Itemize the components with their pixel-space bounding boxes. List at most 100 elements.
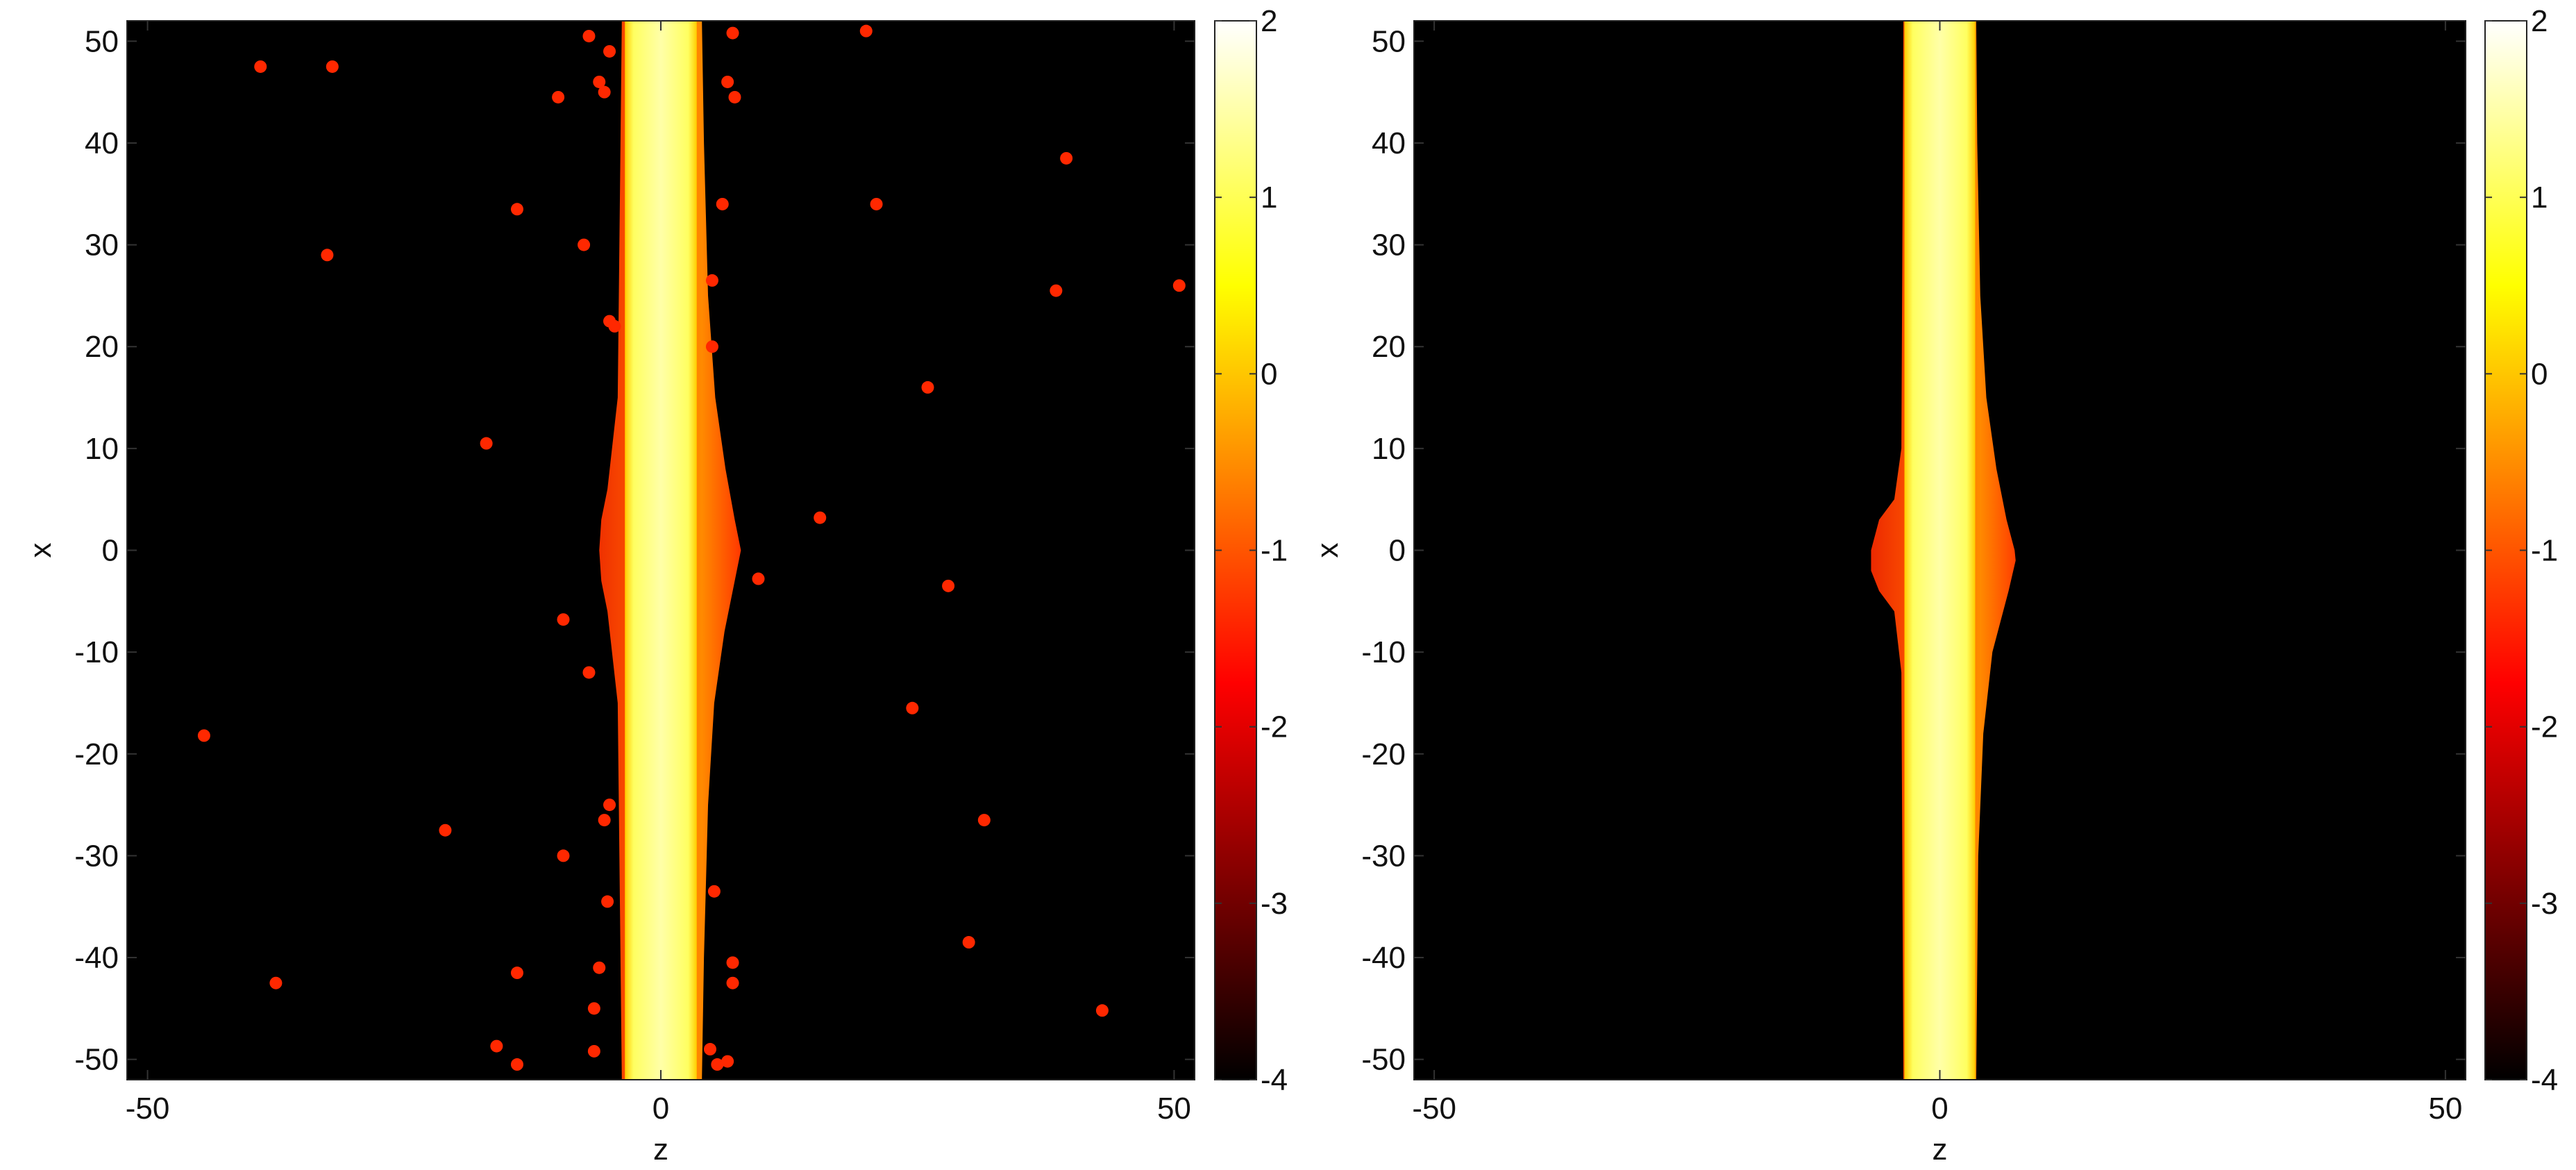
scatter-point bbox=[859, 24, 873, 37]
x-tick-label: 0 bbox=[653, 1092, 669, 1126]
colorbar-tick-label: -4 bbox=[1261, 1063, 1288, 1097]
colorbar-tick-label: -3 bbox=[1261, 887, 1288, 921]
scatter-point bbox=[726, 26, 739, 40]
scatter-point bbox=[439, 824, 452, 837]
x-tick-label: 50 bbox=[1157, 1092, 1191, 1126]
y-tick-label: -30 bbox=[1361, 839, 1406, 873]
scatter-point bbox=[721, 75, 734, 88]
left-x-axis-label: z bbox=[653, 1133, 668, 1167]
y-tick-label: 30 bbox=[85, 228, 119, 262]
scatter-point bbox=[906, 701, 919, 714]
scatter-point bbox=[321, 249, 334, 262]
colorbar-tick-label: -1 bbox=[2531, 534, 2558, 568]
right-plot-content bbox=[1871, 21, 2016, 1080]
left-axis-ticks: 50 40 30 20 10 0 -10 -20 -30 -40 -50-50 0 50 bbox=[74, 21, 1195, 1126]
scatter-point bbox=[703, 1043, 716, 1056]
scatter-point bbox=[721, 1055, 734, 1068]
scatter-point bbox=[814, 511, 827, 524]
scatter-point bbox=[269, 976, 283, 989]
scatter-point bbox=[962, 936, 975, 949]
scatter-point bbox=[942, 579, 955, 592]
scatter-point bbox=[711, 1058, 724, 1071]
y-tick-label: -10 bbox=[74, 635, 119, 669]
scatter-point bbox=[921, 381, 934, 394]
y-tick-label: 20 bbox=[85, 330, 119, 364]
colorbar-tick-label: 2 bbox=[1261, 4, 1277, 38]
y-tick-label: -30 bbox=[74, 839, 119, 873]
scatter-point bbox=[593, 961, 606, 974]
y-tick-label: -50 bbox=[74, 1043, 119, 1077]
y-tick-label: 0 bbox=[102, 534, 119, 568]
scatter-point bbox=[510, 967, 523, 980]
y-tick-label: 0 bbox=[1389, 534, 1406, 568]
colorbar-tick-label: -2 bbox=[1261, 710, 1288, 744]
left-colorbar-ticks: 2 1 0 -1 -2 -3 -4 bbox=[1215, 4, 1288, 1097]
y-tick-label: 50 bbox=[1372, 24, 1406, 58]
scatter-point bbox=[598, 814, 611, 827]
y-tick-label: 30 bbox=[1372, 228, 1406, 262]
high-density-band bbox=[625, 21, 697, 1080]
scatter-point bbox=[326, 60, 339, 73]
y-tick-label: -50 bbox=[1361, 1043, 1406, 1077]
scatter-point bbox=[1060, 151, 1073, 165]
scatter-point bbox=[870, 197, 883, 210]
y-tick-label: 40 bbox=[85, 126, 119, 160]
scatter-point bbox=[552, 90, 565, 103]
scatter-point bbox=[490, 1039, 503, 1053]
scatter-point bbox=[977, 814, 991, 827]
scatter-point bbox=[510, 203, 523, 216]
colorbar-tick-label: -2 bbox=[2531, 710, 2558, 744]
scatter-point bbox=[254, 60, 267, 73]
scatter-point bbox=[557, 849, 570, 862]
y-tick-label: 40 bbox=[1372, 126, 1406, 160]
y-tick-label: 10 bbox=[1372, 432, 1406, 466]
y-tick-label: 50 bbox=[85, 24, 119, 58]
colorbar-tick-label: 0 bbox=[2531, 357, 2548, 391]
scatter-point bbox=[587, 1044, 600, 1058]
scatter-point bbox=[557, 613, 570, 626]
scatter-point bbox=[608, 319, 621, 333]
scatter-point bbox=[1050, 284, 1063, 297]
y-tick-label: -40 bbox=[74, 941, 119, 975]
scatter-point bbox=[705, 274, 718, 287]
scatter-point bbox=[728, 90, 741, 103]
colorbar-tick-label: 1 bbox=[1261, 181, 1277, 215]
scatter-point bbox=[716, 197, 729, 210]
colorbar-tick-label: 0 bbox=[1261, 357, 1277, 391]
scatter-point bbox=[598, 85, 611, 99]
x-tick-label: 0 bbox=[1931, 1092, 1948, 1126]
scatter-point bbox=[587, 1002, 600, 1015]
left-plot-content bbox=[197, 21, 1186, 1080]
scatter-point bbox=[582, 666, 596, 679]
scatter-point bbox=[1095, 1004, 1109, 1017]
scatter-point bbox=[705, 340, 718, 353]
y-tick-label: -10 bbox=[1361, 635, 1406, 669]
x-tick-label: 50 bbox=[2428, 1092, 2462, 1126]
colorbar-tick-label: -1 bbox=[1261, 534, 1288, 568]
colorbar-tick-label: 1 bbox=[2531, 181, 2548, 215]
scatter-point bbox=[603, 44, 616, 58]
scatter-point bbox=[510, 1058, 523, 1071]
left-y-axis-label: x bbox=[24, 543, 58, 558]
scatter-point bbox=[726, 976, 739, 989]
y-tick-label: -20 bbox=[74, 737, 119, 771]
scatter-point bbox=[578, 238, 591, 251]
scatter-point bbox=[1172, 279, 1186, 292]
scatter-point bbox=[707, 885, 721, 898]
y-tick-label: -40 bbox=[1361, 941, 1406, 975]
scatter-point bbox=[601, 895, 614, 908]
scatter-point bbox=[593, 75, 606, 88]
scatter-point bbox=[197, 729, 210, 742]
x-tick-label: -50 bbox=[126, 1092, 170, 1126]
right-y-axis-label: x bbox=[1311, 543, 1345, 558]
right-x-axis-label: z bbox=[1933, 1133, 1948, 1167]
y-tick-label: 20 bbox=[1372, 330, 1406, 364]
right-axis-ticks: 50 40 30 20 10 0 -10 -20 -30 -40 -50-50 0 50 bbox=[1361, 21, 2466, 1126]
scatter-point bbox=[752, 572, 765, 585]
scatter-point bbox=[582, 29, 596, 42]
scatter-point bbox=[726, 956, 739, 969]
y-tick-label: 10 bbox=[85, 432, 119, 466]
